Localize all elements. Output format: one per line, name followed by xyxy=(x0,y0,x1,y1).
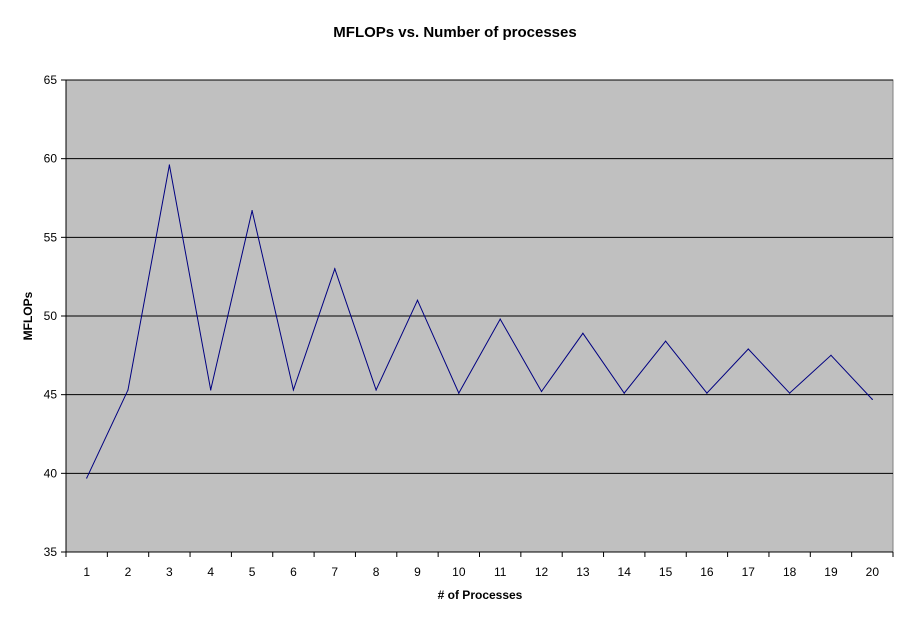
x-tick-label: 5 xyxy=(249,565,256,579)
data-point xyxy=(582,332,584,334)
x-tick-label: 6 xyxy=(290,565,297,579)
x-tick-label: 8 xyxy=(373,565,380,579)
x-tick-label: 14 xyxy=(618,565,632,579)
x-tick-label: 3 xyxy=(166,565,173,579)
y-tick-label: 40 xyxy=(44,466,58,480)
x-tick-label: 7 xyxy=(331,565,338,579)
data-point xyxy=(664,340,667,342)
x-tick-label: 10 xyxy=(452,565,466,579)
data-point xyxy=(334,268,336,270)
x-axis-ticks: 1 2 3 4 5 6 7 8 9 10 11 12 13 14 15 16 17 18 19 20 xyxy=(65,552,894,579)
x-tick-label: 2 xyxy=(125,565,132,579)
y-axis-ticks: 35 40 45 50 55 60 65 xyxy=(44,73,66,559)
x-tick-label: 11 xyxy=(494,565,507,579)
x-tick-label: 1 xyxy=(83,565,90,579)
data-point xyxy=(292,389,295,391)
series-lines xyxy=(86,164,873,479)
y-tick-label: 65 xyxy=(44,73,58,87)
data-point xyxy=(706,392,708,394)
data-point xyxy=(251,209,253,212)
x-tick-label: 4 xyxy=(207,565,214,579)
x-tick-label: 19 xyxy=(824,565,838,579)
x-tick-label: 15 xyxy=(659,565,673,579)
y-tick-label: 35 xyxy=(44,545,58,559)
gridlines xyxy=(66,79,893,474)
data-point xyxy=(871,398,873,400)
x-tick-label: 20 xyxy=(866,565,880,579)
x-tick-label: 17 xyxy=(742,565,756,579)
series-line-0 xyxy=(86,164,873,479)
chart-title: MFLOPs vs. Number of processes xyxy=(333,24,576,41)
data-point xyxy=(210,389,212,391)
data-point xyxy=(86,477,88,479)
data-point xyxy=(499,318,501,320)
data-point xyxy=(375,389,377,391)
y-tick-label: 60 xyxy=(44,152,58,166)
x-tick-label: 12 xyxy=(535,565,549,579)
data-point xyxy=(623,392,625,394)
x-tick-label: 13 xyxy=(576,565,590,579)
data-point xyxy=(540,390,543,393)
data-point xyxy=(168,164,170,166)
data-point xyxy=(458,392,460,394)
x-tick-label: 9 xyxy=(414,565,421,579)
x-axis-label: # of Processes xyxy=(438,588,523,602)
data-point xyxy=(127,389,129,391)
x-tick-label: 18 xyxy=(783,565,797,579)
y-tick-label: 45 xyxy=(44,388,58,402)
y-tick-label: 50 xyxy=(44,309,58,323)
data-point xyxy=(747,348,749,350)
data-point xyxy=(830,354,832,356)
data-point xyxy=(416,299,419,301)
y-tick-label: 55 xyxy=(44,230,58,244)
data-point xyxy=(789,392,791,394)
x-tick-label: 16 xyxy=(700,565,714,579)
y-axis-label: MFLOPs xyxy=(21,291,35,340)
